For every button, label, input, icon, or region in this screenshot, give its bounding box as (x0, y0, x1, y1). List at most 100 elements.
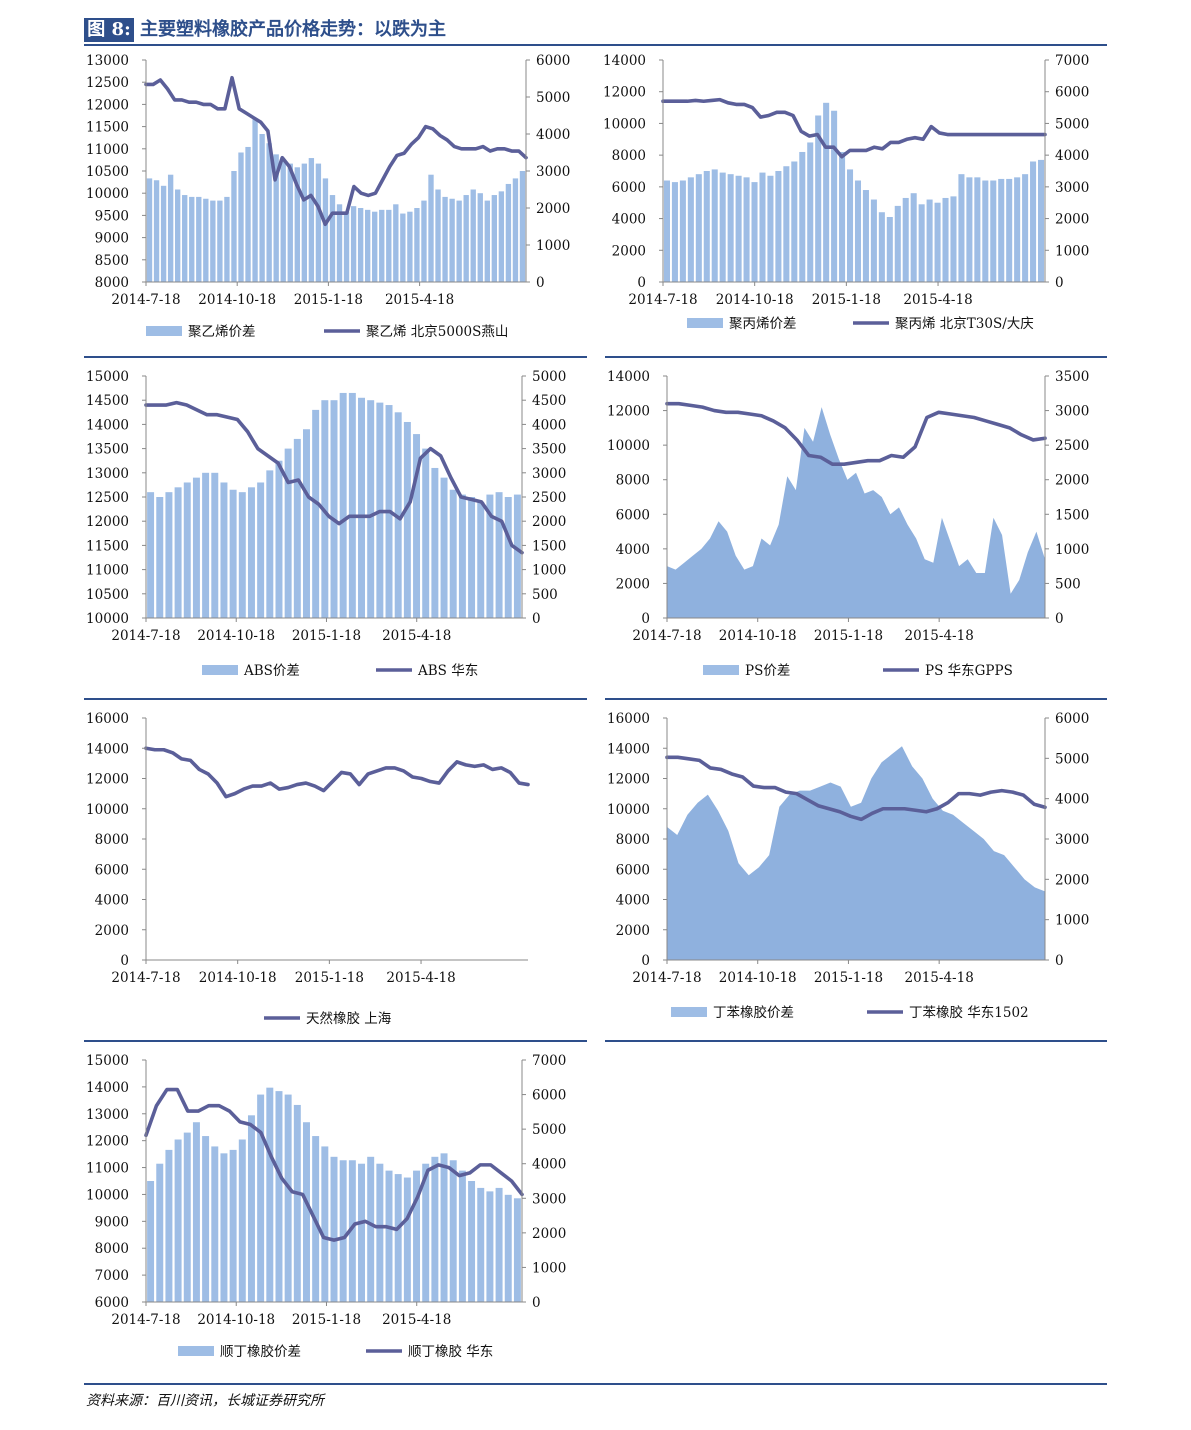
x-tick-label: 2015-4-18 (903, 292, 972, 308)
left-tick-label: 11000 (86, 142, 129, 158)
bar (343, 211, 350, 282)
right-tick-label: 500 (1055, 576, 1081, 592)
chart-svg: 1500014500140001350013000125001200011500… (86, 369, 566, 679)
right-tick-label: 5000 (532, 369, 566, 385)
legend-item: PS价差 (703, 663, 790, 679)
right-tick-label: 3000 (1055, 832, 1089, 848)
x-tick-label: 2014-10-18 (197, 1312, 275, 1328)
left-tick-label: 14000 (86, 1080, 129, 1096)
bar (275, 1091, 283, 1302)
left-tick-label: 8000 (616, 473, 650, 489)
chart-svg: 1600014000120001000080006000400020000600… (607, 711, 1089, 1021)
bar (211, 1146, 219, 1302)
bar (934, 202, 941, 282)
left-tick-label: 16000 (607, 711, 650, 727)
left-tick-label: 10000 (86, 611, 129, 627)
bar (189, 196, 195, 282)
bar (727, 174, 734, 282)
line-series (144, 746, 530, 799)
left-tick-label: 11500 (86, 120, 129, 136)
left-tick-label: 6000 (612, 180, 646, 196)
bar (504, 497, 512, 618)
bar (160, 185, 167, 282)
left-tick-label: 10000 (607, 438, 650, 454)
left-tick-label: 12000 (86, 514, 129, 530)
left-tick-label: 2000 (95, 923, 129, 939)
bar (495, 1187, 503, 1302)
bar (1014, 177, 1021, 282)
bar (767, 175, 774, 282)
row-divider (84, 356, 587, 358)
left-tick-label: 14000 (607, 741, 650, 757)
bar (422, 1163, 430, 1302)
bar (759, 172, 766, 282)
bar (147, 492, 155, 618)
bar (495, 492, 503, 618)
x-tick-label: 2014-7-18 (111, 292, 180, 308)
bar-series (147, 1087, 521, 1302)
bar (329, 195, 336, 282)
bar (926, 199, 933, 282)
x-tick-label: 2015-4-18 (385, 292, 454, 308)
bar (403, 421, 411, 618)
bar (322, 178, 329, 282)
bar (312, 409, 320, 618)
right-tick-label: 5000 (532, 1122, 566, 1138)
bar (775, 171, 782, 282)
bar (156, 1163, 164, 1302)
bar (671, 182, 678, 282)
right-tick-label: 4000 (1055, 148, 1089, 164)
x-tick-label: 2014-10-18 (719, 628, 797, 644)
bar (211, 472, 219, 618)
bar (284, 1094, 292, 1302)
left-tick-label: 12000 (86, 772, 129, 788)
bar (210, 200, 216, 282)
bar (348, 392, 356, 618)
bar (182, 195, 188, 282)
bar (442, 196, 448, 282)
bar (421, 200, 427, 282)
legend-label: 丁苯橡胶 华东1502 (909, 1004, 1029, 1021)
right-tick-label: 7000 (1055, 53, 1089, 69)
bar (407, 211, 413, 282)
bar (303, 1122, 310, 1302)
bar (422, 448, 430, 618)
bar (910, 193, 917, 282)
x-tick-label: 2014-10-18 (197, 628, 275, 644)
bar (224, 196, 230, 282)
x-tick-label: 2015-4-18 (386, 970, 455, 986)
left-tick-label: 4000 (612, 212, 646, 228)
bar (202, 1136, 210, 1302)
bar (220, 482, 228, 618)
bar (339, 392, 347, 618)
bar (435, 189, 441, 282)
left-tick-label: 14000 (86, 417, 129, 433)
bar (679, 180, 686, 282)
right-tick-label: 1000 (536, 238, 570, 254)
bar (339, 1160, 347, 1302)
left-tick-label: 10000 (603, 116, 646, 132)
right-tick-label: 0 (1055, 275, 1064, 291)
legend-item: 聚乙烯 北京5000S燕山 (324, 324, 508, 340)
legend-item: 丁苯橡胶价差 (671, 1004, 794, 1021)
bar (301, 163, 308, 282)
right-tick-label: 3500 (1055, 369, 1089, 385)
bar (990, 180, 997, 282)
bar (174, 1139, 182, 1302)
bar (245, 146, 251, 282)
bar (958, 174, 965, 282)
legend-item: 天然橡胶 上海 (264, 1010, 391, 1027)
footer-divider (84, 1383, 1107, 1385)
chart-svg: 1400012000100008000600040002000035003000… (607, 369, 1089, 679)
bar (918, 204, 925, 282)
left-tick-label: 2000 (616, 923, 650, 939)
bar (440, 1153, 448, 1302)
x-tick-label: 2014-7-18 (632, 970, 701, 986)
right-tick-label: 1000 (1055, 542, 1089, 558)
bar (367, 400, 375, 618)
legend-swatch (703, 665, 739, 675)
bar (513, 494, 521, 618)
bar (266, 1087, 274, 1302)
bar (385, 1170, 393, 1302)
right-tick-label: 4000 (536, 127, 570, 143)
